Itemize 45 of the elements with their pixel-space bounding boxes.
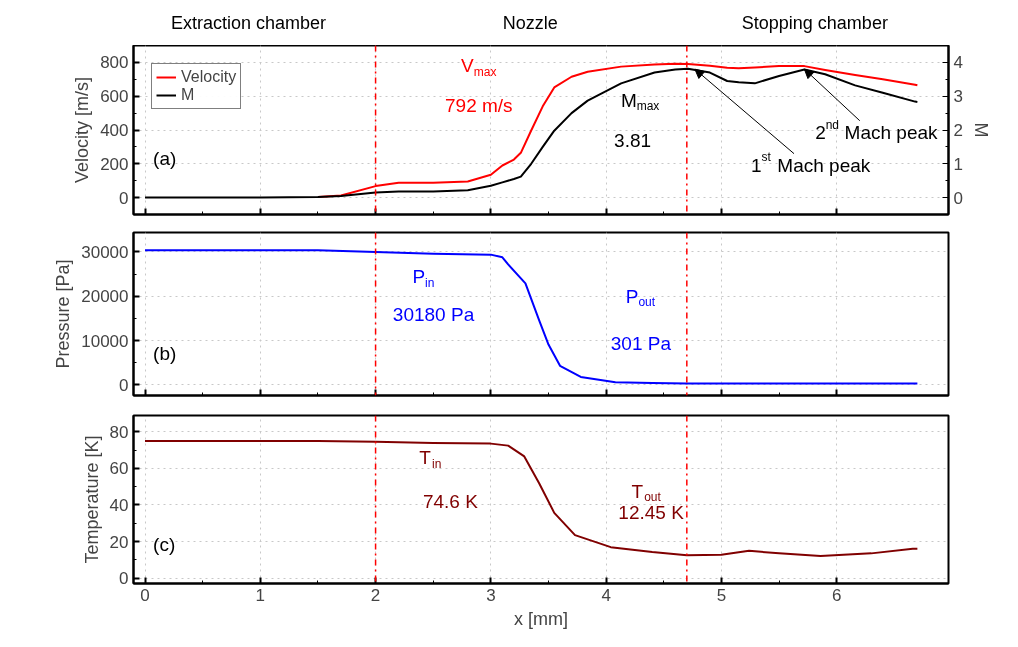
x-tick-label: 2: [370, 585, 381, 605]
x-tick-label: 0: [140, 585, 150, 605]
text: Extraction chamber: [171, 12, 327, 33]
y-tick-label: 80: [109, 422, 129, 442]
annotation: 792 m/s: [445, 94, 513, 116]
y-tick-label: 0: [119, 375, 129, 395]
annotation: 74.6 K: [422, 490, 479, 512]
y-axis-title: Velocity [m/s]: [72, 76, 93, 184]
y-tick-label: 400: [100, 121, 129, 140]
y2-tick-label: 4: [953, 53, 963, 73]
text: Stopping chamber: [741, 12, 888, 33]
y-tick-label: 0: [119, 569, 129, 589]
legend-label: M: [181, 86, 196, 104]
y-tick-label: 10000: [81, 331, 129, 351]
x-tick-label: 5: [716, 585, 727, 605]
annotation: 3.81: [614, 129, 652, 151]
y-tick-label: 20: [109, 532, 129, 552]
annotation: 12.45 K: [618, 502, 685, 524]
annotation: 30180 Pa: [392, 303, 475, 325]
y-tick-label: 200: [100, 154, 129, 174]
x-tick-label: 3: [486, 585, 496, 605]
y-tick-label: 0: [119, 188, 129, 208]
text: Nozzle: [502, 12, 558, 33]
y-axis-title: Pressure [Pa]: [53, 259, 74, 369]
y2-tick-label: 2: [953, 121, 963, 140]
annotation: 301 Pa: [610, 332, 672, 354]
x-tick-label: 6: [831, 585, 842, 605]
y-axis-title: Temperature [K]: [81, 435, 102, 564]
y-tick-label: 30000: [81, 242, 129, 262]
annotation: (a): [153, 148, 177, 170]
y-tick-label: 60: [109, 459, 129, 479]
legend-label: Velocity: [181, 68, 237, 86]
annotation: (c): [153, 534, 176, 556]
x-tick-label: 1: [255, 585, 266, 605]
annotation: (b): [153, 342, 177, 364]
y-tick-label: 800: [100, 53, 129, 73]
y2-tick-label: 3: [953, 87, 963, 107]
y2-tick-label: 0: [953, 188, 963, 208]
y2-axis-title: M: [970, 122, 991, 138]
y-tick-label: 40: [109, 495, 129, 515]
y-tick-label: 20000: [81, 287, 129, 307]
x-axis-title: x [mm]: [514, 608, 568, 629]
y-tick-label: 600: [100, 87, 129, 107]
y2-tick-label: 1: [953, 154, 963, 174]
x-tick-label: 4: [601, 585, 611, 605]
